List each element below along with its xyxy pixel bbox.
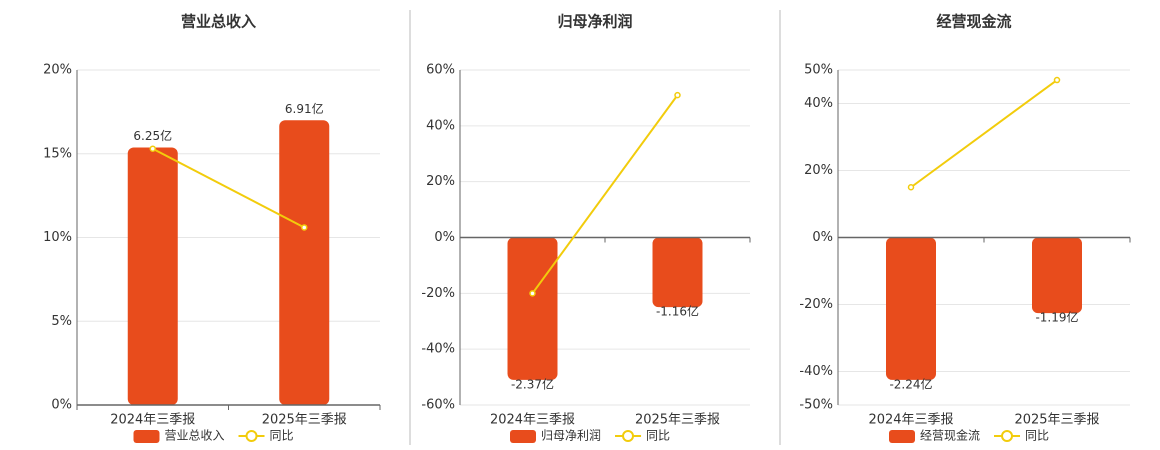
line-point <box>907 184 915 191</box>
y-tick-label: 20% <box>804 163 833 178</box>
y-tick-label: 20% <box>426 174 455 189</box>
x-tick-label: 2024年三季报 <box>490 413 575 428</box>
y-tick-label: 10% <box>43 230 72 245</box>
x-tick-label: 2025年三季报 <box>635 413 720 428</box>
x-tick-label: 2024年三季报 <box>868 413 953 428</box>
y-tick-label: -50% <box>799 398 833 413</box>
legend-swatch <box>622 430 635 442</box>
x-tick-label: 2025年三季报 <box>1014 413 1099 428</box>
legend-swatch <box>889 430 915 443</box>
y-tick-label: 0% <box>434 230 455 245</box>
bar <box>652 237 703 308</box>
bar <box>886 237 936 380</box>
y-tick-label: 5% <box>51 314 72 329</box>
y-tick-label: 60% <box>426 63 455 78</box>
bar <box>1032 237 1082 314</box>
line-point <box>674 91 681 99</box>
value-label: -1.16亿 <box>656 304 699 319</box>
value-label: 6.91亿 <box>285 101 324 116</box>
legend-swatch <box>133 430 160 443</box>
line-point <box>301 224 308 231</box>
chart-title: 经营现金流 <box>936 13 1011 31</box>
y-tick-label: 40% <box>804 96 833 111</box>
y-tick-label: 20% <box>43 63 72 78</box>
x-tick-label: 2025年三季报 <box>262 413 347 428</box>
legend-label: 同比 <box>1025 429 1049 443</box>
x-tick-label: 2024年三季报 <box>110 413 195 428</box>
bar <box>127 147 178 405</box>
legend-label: 经营现金流 <box>920 428 980 443</box>
legend-swatch <box>510 430 536 443</box>
y-tick-label: 50% <box>804 63 833 78</box>
y-tick-label: 40% <box>426 118 455 133</box>
legend-label: 营业总收入 <box>165 429 225 443</box>
y-tick-label: 0% <box>812 230 833 245</box>
y-tick-label: -40% <box>421 342 455 357</box>
legend-swatch <box>1001 430 1014 442</box>
bar <box>279 120 330 405</box>
y-tick-label: -40% <box>799 364 833 379</box>
y-tick-label: -20% <box>799 297 833 312</box>
chart-title: 归母净利润 <box>557 13 632 31</box>
y-tick-label: 0% <box>51 398 72 413</box>
y-tick-label: -60% <box>421 398 455 413</box>
line <box>152 147 305 229</box>
line-point <box>1053 76 1061 84</box>
value-label: -2.24亿 <box>889 376 932 391</box>
legend-label: 同比 <box>270 429 294 443</box>
line-point <box>149 145 156 152</box>
line <box>531 94 679 294</box>
y-tick-label: -20% <box>421 286 455 301</box>
value-label: -2.37亿 <box>511 376 554 391</box>
legend-swatch <box>245 430 258 442</box>
line <box>910 79 1058 189</box>
value-label: 6.25亿 <box>133 128 172 143</box>
legend-label: 归母净利润 <box>541 429 601 443</box>
legend-label: 同比 <box>646 429 670 443</box>
chart-title: 营业总收入 <box>181 13 256 31</box>
value-label: -1.19亿 <box>1035 310 1078 325</box>
y-tick-label: 15% <box>43 146 72 161</box>
line-point <box>529 290 536 297</box>
bar <box>507 237 558 380</box>
